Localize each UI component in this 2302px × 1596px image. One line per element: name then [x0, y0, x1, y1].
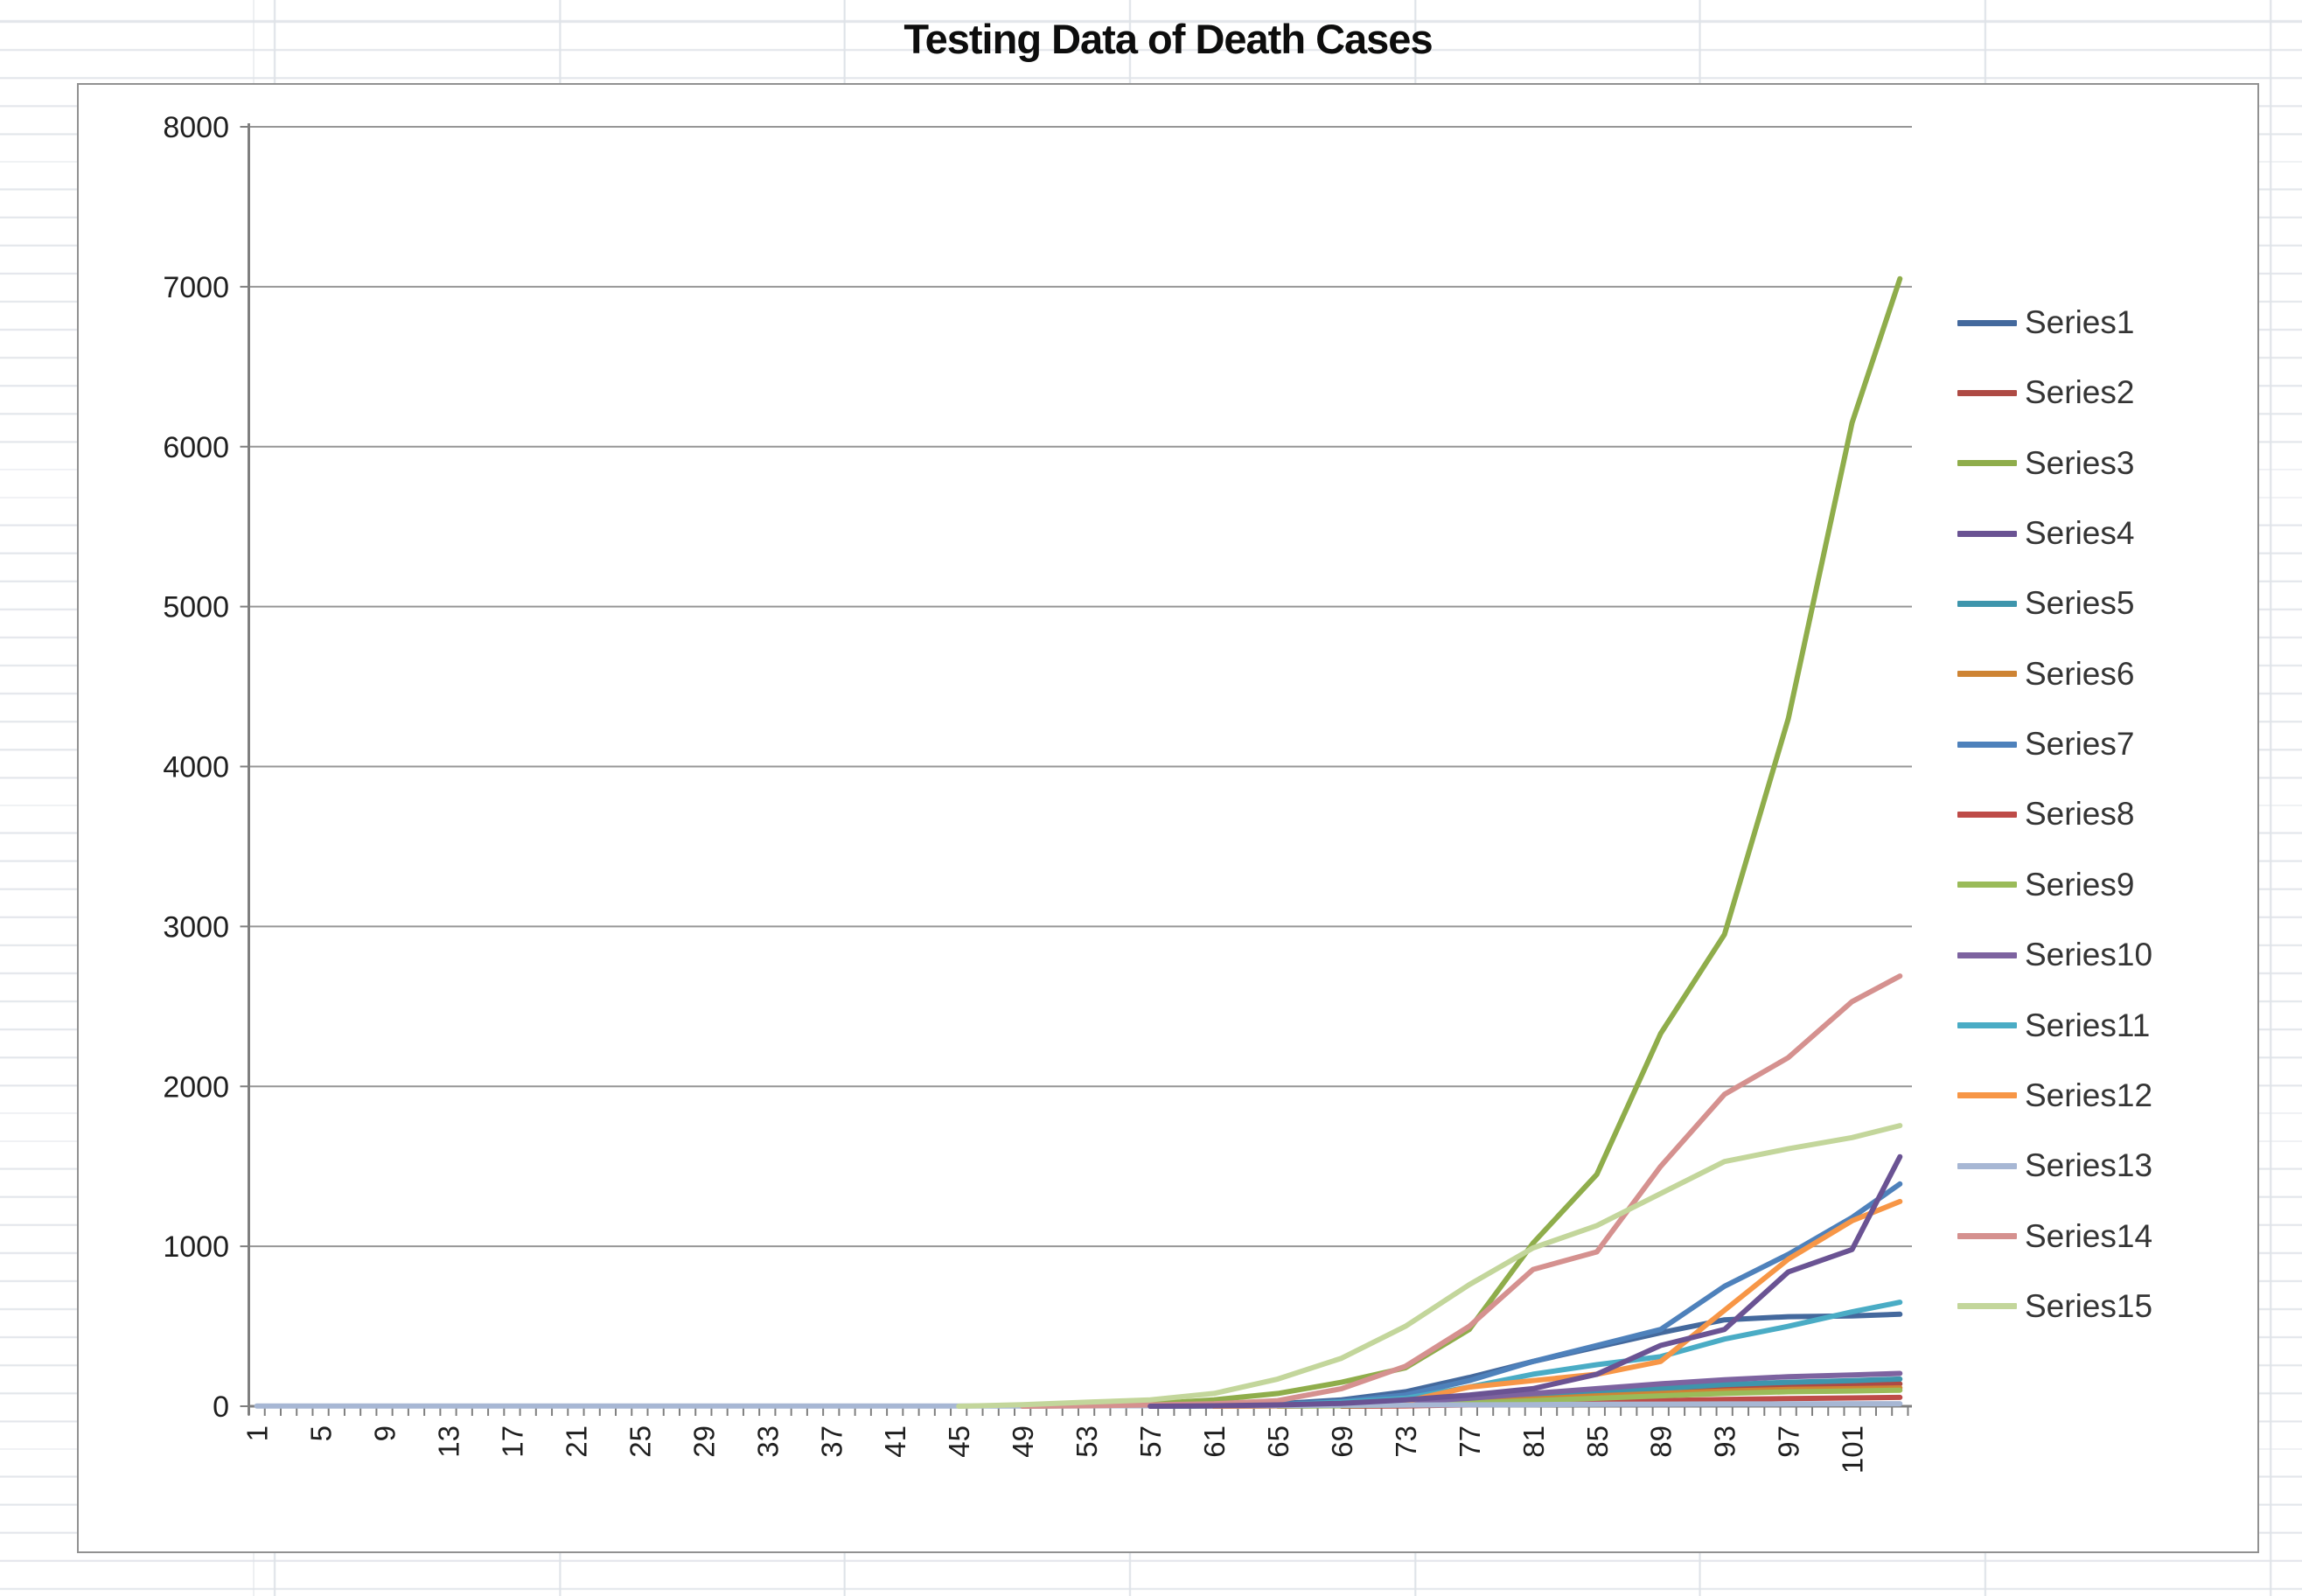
legend-label: Series5 — [2025, 585, 2135, 622]
legend-item-series15[interactable]: Series15 — [1957, 1287, 2153, 1324]
legend-label: Series12 — [2025, 1077, 2153, 1113]
x-axis-label: 1 — [241, 1425, 274, 1441]
y-axis-label: 0 — [213, 1390, 229, 1424]
x-axis-label: 73 — [1390, 1425, 1422, 1458]
y-axis-label: 4000 — [163, 751, 229, 784]
x-axis-label: 61 — [1198, 1425, 1231, 1458]
legend-swatch-series6 — [1957, 671, 2017, 678]
x-axis-label: 13 — [433, 1425, 465, 1458]
legend-swatch-series5 — [1957, 600, 2017, 607]
x-axis-label: 21 — [560, 1425, 592, 1458]
chart-frame[interactable] — [77, 83, 2259, 1553]
legend-item-series12[interactable]: Series12 — [1957, 1077, 2153, 1113]
series-line-series3[interactable] — [1020, 275, 1903, 1409]
legend-label: Series8 — [2025, 796, 2135, 833]
legend-item-series9[interactable]: Series9 — [1957, 866, 2135, 903]
legend-label: Series14 — [2025, 1217, 2153, 1254]
series-line-series4[interactable] — [1148, 1153, 1903, 1409]
legend-swatch-series14 — [1957, 1233, 2017, 1240]
legend-item-series7[interactable]: Series7 — [1957, 726, 2135, 763]
x-axis-label: 57 — [1134, 1425, 1167, 1458]
legend-label: Series15 — [2025, 1287, 2153, 1324]
legend-label: Series9 — [2025, 866, 2135, 903]
x-axis-label: 5 — [305, 1425, 338, 1441]
chart-title: Testing Data of Death Cases — [903, 16, 1433, 62]
x-axis-label: 25 — [624, 1425, 656, 1458]
series-line-series14[interactable] — [1020, 973, 1903, 1409]
y-axis-label: 5000 — [163, 591, 229, 624]
legend-swatch-series8 — [1957, 811, 2017, 818]
legend-label: Series13 — [2025, 1147, 2153, 1184]
legend-item-series3[interactable]: Series3 — [1957, 444, 2135, 481]
legend-label: Series10 — [2025, 937, 2153, 973]
legend-label: Series6 — [2025, 655, 2135, 692]
legend-label: Series2 — [2025, 374, 2135, 411]
series-line-series15[interactable] — [956, 1123, 1903, 1409]
legend-swatch-series11 — [1957, 1022, 2017, 1028]
x-axis-label: 93 — [1709, 1425, 1741, 1458]
legend-label: Series4 — [2025, 515, 2135, 552]
legend-swatch-series3 — [1957, 460, 2017, 467]
legend-swatch-series9 — [1957, 882, 2017, 889]
legend-swatch-series7 — [1957, 741, 2017, 748]
x-axis-label: 89 — [1645, 1425, 1678, 1458]
y-axis-label: 7000 — [163, 271, 229, 304]
y-axis-label: 2000 — [163, 1070, 229, 1104]
x-axis-label: 85 — [1581, 1425, 1614, 1458]
legend-item-series8[interactable]: Series8 — [1957, 796, 2135, 833]
x-axis-label: 37 — [815, 1425, 848, 1458]
legend-item-series5[interactable]: Series5 — [1957, 585, 2135, 622]
legend-label: Series3 — [2025, 444, 2135, 481]
x-axis-label: 97 — [1773, 1425, 1805, 1458]
legend-swatch-series1 — [1957, 319, 2017, 326]
x-axis-label: 9 — [369, 1425, 401, 1441]
legend-swatch-series13 — [1957, 1162, 2017, 1169]
legend-item-series10[interactable]: Series10 — [1957, 937, 2152, 972]
legend-swatch-series15 — [1957, 1303, 2017, 1310]
legend-item-series13[interactable]: Series13 — [1957, 1147, 2153, 1184]
legend-swatch-series4 — [1957, 530, 2017, 537]
legend-label: Series1 — [2025, 304, 2135, 340]
x-axis-label: 45 — [943, 1425, 975, 1458]
x-axis-label: 101 — [1837, 1425, 1869, 1474]
x-axis-label: 17 — [496, 1425, 528, 1458]
legend-swatch-series12 — [1957, 1092, 2017, 1099]
x-axis-label: 53 — [1071, 1425, 1103, 1458]
legend-swatch-series2 — [1957, 389, 2017, 396]
x-axis-label: 41 — [879, 1425, 911, 1458]
legend-label: Series7 — [2025, 726, 2135, 763]
x-axis-label: 77 — [1454, 1425, 1486, 1458]
legend-item-series4[interactable]: Series4 — [1957, 515, 2135, 552]
chart-legend: Series1 Series2 Series3 Series4 Series5 Serie… — [1957, 0, 2246, 1596]
y-axis-label: 3000 — [163, 910, 229, 944]
x-axis-label: 65 — [1262, 1425, 1294, 1458]
y-axis-label: 8000 — [163, 111, 229, 144]
x-axis-label: 33 — [751, 1425, 784, 1458]
x-axis-label: 29 — [687, 1425, 720, 1458]
series-line-series7[interactable] — [1148, 1181, 1903, 1409]
x-axis-label: 81 — [1517, 1425, 1550, 1458]
x-axis-label: 69 — [1326, 1425, 1358, 1458]
legend-item-series11[interactable]: Series11 — [1957, 1007, 2151, 1043]
legend-item-series14[interactable]: Series14 — [1957, 1217, 2153, 1254]
x-axis-label: 49 — [1007, 1425, 1039, 1458]
legend-item-series6[interactable]: Series6 — [1957, 655, 2135, 692]
legend-swatch-series10 — [1957, 951, 2017, 958]
legend-item-series1[interactable]: Series1 — [1957, 304, 2135, 340]
y-axis-label: 1000 — [163, 1230, 229, 1264]
legend-item-series2[interactable]: Series2 — [1957, 374, 2135, 411]
y-axis-label: 6000 — [163, 431, 229, 464]
legend-label: Series11 — [2025, 1007, 2151, 1043]
